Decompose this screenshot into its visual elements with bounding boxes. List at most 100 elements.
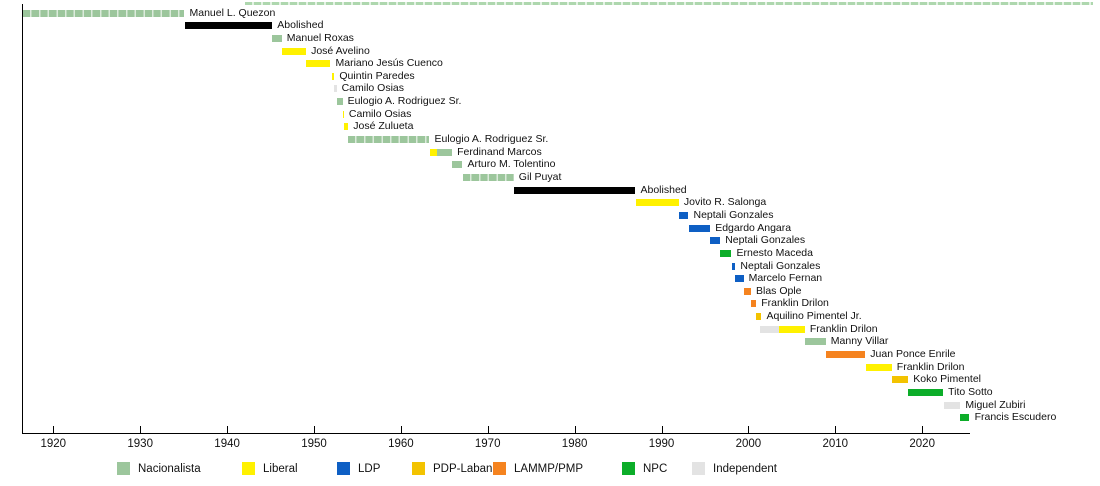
legend-swatch-icon [337, 462, 350, 475]
timeline-bar-label: Quintin Paredes [339, 69, 415, 82]
timeline-bar [334, 85, 337, 93]
timeline-bar-label: Eulogio A. Rodriguez Sr. [434, 133, 549, 145]
x-axis-tick-mark [835, 426, 837, 433]
timeline-bar [892, 376, 909, 384]
timeline-bar-label: Gil Puyat [518, 171, 562, 183]
timeline-bar-label: Ferdinand Marcos [457, 145, 542, 158]
legend-label: Independent [713, 462, 777, 475]
timeline-bar [348, 136, 430, 143]
timeline-bar [744, 287, 752, 295]
timeline-bar-label: Camilo Osias [341, 82, 405, 95]
timeline-bar-label: Manuel L. Quezon [189, 6, 276, 19]
legend-label: PDP-Laban [433, 462, 493, 475]
timeline-bar [908, 389, 944, 396]
legend-swatch-icon [117, 462, 130, 475]
x-axis-tick-label: 1970 [474, 438, 501, 450]
timeline-bar [960, 414, 970, 422]
legend-swatch-icon [692, 462, 705, 475]
x-axis-tick-mark [140, 426, 142, 433]
timeline-bar-label: Neptali Gonzales [725, 234, 806, 247]
timeline-bar [805, 338, 826, 346]
timeline-bar [636, 199, 679, 207]
timeline-bar [751, 300, 757, 308]
legend-label: NPC [643, 462, 668, 475]
timeline-bar-label: Miguel Zubiri [965, 398, 1026, 411]
timeline-bar [720, 249, 732, 257]
timeline-bar-label: Franklin Drilon [761, 297, 829, 310]
legend-item: Nacionalista [117, 461, 201, 476]
legend-label: LDP [358, 462, 381, 475]
left-axis-spine [22, 4, 23, 433]
timeline-bar [343, 123, 349, 131]
timeline-bar [342, 110, 345, 118]
timeline-bar-label: Abolished [277, 19, 324, 32]
x-axis-tick-mark [661, 426, 663, 433]
legend-label: LAMMP/PMP [514, 462, 584, 475]
x-axis-tick-mark [53, 426, 55, 433]
x-axis-tick-label: 1980 [561, 438, 588, 450]
timeline-bar [336, 98, 343, 105]
x-axis-tick-label: 1920 [40, 438, 67, 450]
x-axis-tick-mark [922, 426, 924, 433]
timeline-bar [22, 9, 185, 17]
timeline-bar-label: Francis Escudero [974, 411, 1057, 424]
legend-swatch-icon [493, 462, 506, 475]
legend-item: LDP [337, 461, 380, 476]
x-axis-tick-mark [314, 426, 315, 433]
x-axis-tick-mark [487, 426, 489, 433]
x-axis-tick-label: 1990 [648, 438, 675, 450]
legend-item: NPC [622, 461, 667, 476]
timeline-bar [756, 313, 762, 321]
timeline-bar-label: Camilo Osias [348, 107, 412, 120]
top-border-line [245, 2, 1093, 5]
x-axis-tick-label: 1940 [214, 438, 240, 450]
legend-label: Liberal [263, 462, 298, 475]
timeline-bar-label: Juan Ponce Enrile [870, 348, 956, 361]
x-axis-tick-mark [574, 426, 576, 433]
timeline-bar-label: Franklin Drilon [809, 322, 878, 335]
timeline-bar [943, 401, 961, 409]
x-axis-tick-label: 1960 [388, 438, 414, 450]
x-axis-tick-label: 2020 [909, 438, 935, 450]
timeline-bar-label: Franklin Drilon [896, 360, 965, 373]
legend-swatch-icon [242, 462, 255, 475]
timeline-bar [865, 363, 892, 371]
legend-swatch-icon [412, 462, 425, 475]
legend-label: Nacionalista [138, 462, 201, 475]
timeline-bar [513, 186, 636, 194]
timeline-bar [735, 275, 744, 283]
legend-swatch-icon [622, 462, 635, 475]
timeline-bar [825, 351, 866, 359]
x-axis-tick-label: 1950 [301, 438, 327, 450]
timeline-bar [272, 34, 282, 42]
timeline-bar-label: Mariano Jesús Cuenco [335, 57, 443, 70]
x-axis-tick-label: 2000 [735, 438, 762, 450]
timeline-bar-label: Marcelo Fernan [748, 272, 823, 285]
legend-item: PDP-Laban [412, 461, 492, 476]
timeline-bar [281, 47, 307, 55]
timeline-bar-label: Ernesto Maceda [736, 246, 813, 259]
legend-item: LAMMP/PMP [493, 461, 583, 476]
timeline-bar [332, 72, 335, 80]
legend-item: Liberal [242, 461, 298, 476]
x-axis-tick-label: 2010 [822, 438, 849, 450]
timeline-bar [778, 325, 805, 333]
timeline-bar-label: Aquilino Pimentel Jr. [766, 310, 862, 323]
timeline-bar-label: Edgardo Angara [715, 221, 792, 234]
timeline-bar-label: José Zulueta [353, 120, 414, 133]
timeline-bar [731, 262, 736, 270]
timeline-bar [452, 161, 463, 169]
timeline-bar [710, 237, 721, 245]
x-axis-tick-mark [227, 426, 229, 433]
timeline-bar-label: Manny Villar [830, 335, 889, 348]
timeline-bar-label: Koko Pimentel [913, 373, 981, 386]
timeline-bar-label: Abolished [640, 183, 687, 196]
timeline-bar-label: Eulogio A. Rodriguez Sr. [347, 95, 462, 107]
timeline-bar [688, 224, 711, 232]
timeline-bar-label: Tito Sotto [948, 386, 993, 398]
timeline-bar-label: Manuel Roxas [286, 31, 354, 44]
timeline-bar [678, 211, 689, 219]
x-axis-tick-label: 1930 [127, 438, 153, 450]
timeline-bar-label: Neptali Gonzales [693, 208, 774, 221]
